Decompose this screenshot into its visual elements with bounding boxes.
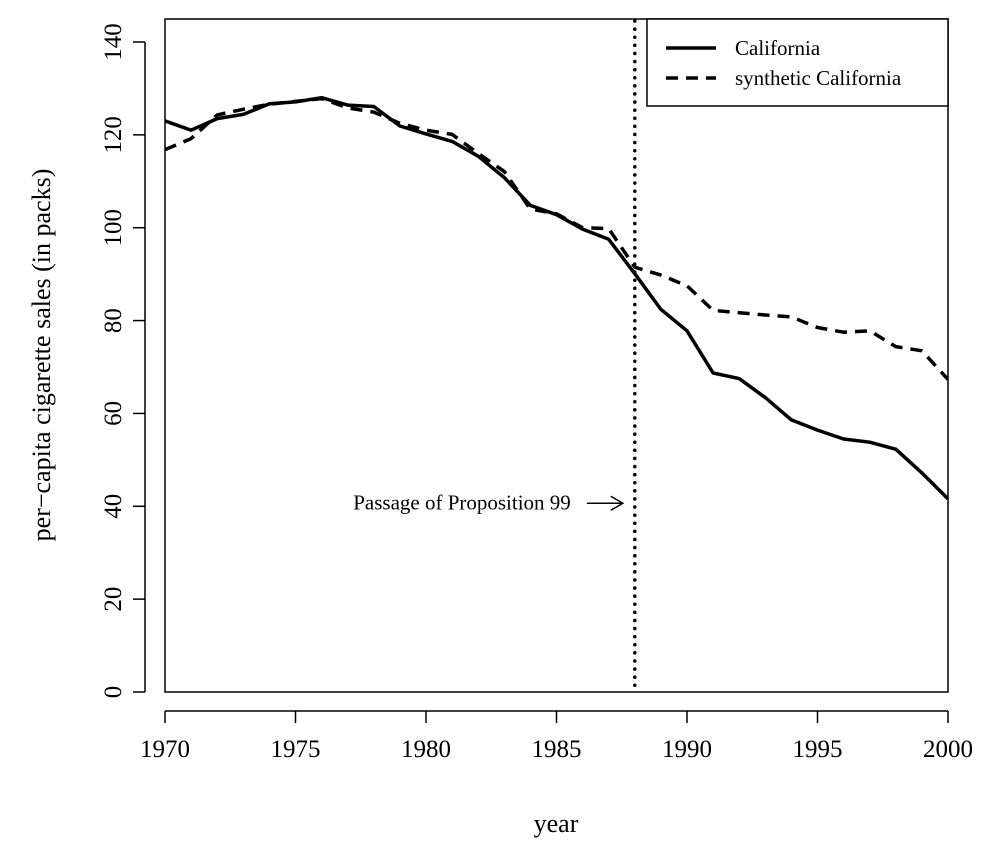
x-tick-label: 1975 — [271, 736, 321, 763]
x-tick-label: 1985 — [532, 736, 582, 763]
y-tick-label: 40 — [100, 494, 127, 519]
x-axis-title: year — [534, 809, 579, 838]
legend-label-california: California — [735, 36, 821, 60]
legend: California synthetic California — [646, 18, 949, 107]
x-tick-label: 1970 — [140, 736, 190, 763]
y-tick-label: 60 — [100, 401, 127, 426]
y-axis-title: per−capita cigarette sales (in packs) — [27, 169, 56, 542]
series-line-california — [165, 95, 948, 501]
y-tick-label: 140 — [100, 23, 127, 61]
y-axis: 0 20 40 60 80 100 120 140 — [100, 23, 146, 699]
x-axis: 1970 1975 1980 1985 1990 1995 2000 — [140, 710, 973, 763]
annotation-arrow-icon — [586, 495, 625, 511]
series-line-synthetic-california — [165, 96, 948, 381]
series-layer — [165, 95, 948, 501]
y-tick-label: 100 — [100, 209, 127, 247]
legend-label-synthetic-california: synthetic California — [735, 66, 902, 90]
annotation-text: Passage of Proposition 99 — [353, 490, 571, 514]
y-tick-label: 20 — [100, 587, 127, 612]
x-tick-label: 1995 — [793, 736, 843, 763]
legend-box — [646, 18, 949, 107]
y-tick-label: 120 — [100, 116, 127, 154]
y-tick-label: 0 — [100, 686, 127, 699]
y-tick-label: 80 — [100, 308, 127, 333]
x-tick-label: 1990 — [662, 736, 712, 763]
plot-frame — [164, 18, 949, 693]
x-tick-label: 2000 — [923, 736, 973, 763]
x-tick-label: 1980 — [401, 736, 451, 763]
